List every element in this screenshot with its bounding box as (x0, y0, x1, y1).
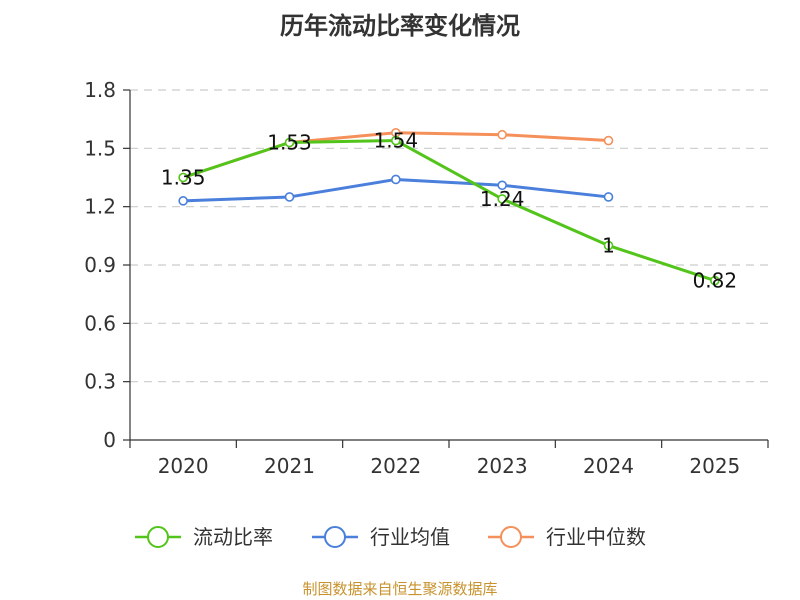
x-tick-label: 2021 (264, 454, 315, 478)
x-tick-label: 2020 (158, 454, 209, 478)
data-point (178, 172, 188, 183)
y-tick-label: 1.5 (84, 136, 116, 160)
x-tick-label: 2024 (583, 454, 634, 478)
data-label: 0.82 (693, 269, 738, 293)
legend-item[interactable]: 行业均值 (312, 525, 450, 549)
axes: 0 0.3 0.6 0.9 1.2 1.5 1.8 2020 2021 2022 2023 2024 2… (84, 78, 769, 478)
data-labels: 1.35 1.53 1.54 1.24 1 0.82 (161, 129, 737, 293)
x-tick-label: 2025 (689, 454, 740, 478)
source-note: 制图数据来自恒生聚源数据库 (302, 580, 497, 598)
legend-label: 行业均值 (370, 525, 450, 549)
data-point (284, 192, 295, 202)
legend-marker (324, 526, 346, 548)
legend-marker (500, 526, 522, 548)
y-tick-label: 0.3 (84, 370, 116, 394)
data-point (178, 196, 188, 206)
legend-label: 行业中位数 (546, 525, 646, 549)
data-label: 1.35 (161, 166, 206, 190)
data-point (497, 129, 507, 140)
data-label: 1 (602, 234, 615, 258)
legend[interactable]: 流动比率 行业均值 行业中位数 (135, 525, 646, 549)
y-tick-label: 1.2 (84, 195, 116, 219)
data-point (391, 174, 401, 185)
data-point (603, 192, 614, 202)
y-tick-label: 0.9 (84, 253, 116, 277)
legend-item[interactable]: 行业中位数 (488, 525, 646, 549)
data-label: 1.54 (374, 129, 419, 153)
series-line (182, 139, 716, 282)
y-tick-label: 0.6 (84, 311, 116, 335)
y-tick-label: 1.8 (84, 78, 116, 102)
x-tick-label: 2022 (370, 454, 421, 478)
y-tick-label: 0 (103, 428, 116, 452)
legend-item[interactable]: 流动比率 (135, 525, 273, 549)
data-point (497, 180, 507, 191)
data-point (710, 275, 720, 286)
data-point (603, 240, 614, 251)
legend-marker (147, 526, 169, 548)
x-tick-label: 2023 (477, 454, 528, 478)
data-point (603, 135, 614, 146)
chart-title: 历年流动比率变化情况 (280, 12, 520, 40)
legend-label: 流动比率 (193, 525, 273, 549)
data-point (497, 194, 507, 204)
data-label: 1.53 (267, 131, 312, 155)
data-label: 1.24 (480, 187, 525, 211)
data-point (284, 137, 295, 148)
data-point (391, 135, 401, 146)
series-layer (178, 127, 720, 286)
